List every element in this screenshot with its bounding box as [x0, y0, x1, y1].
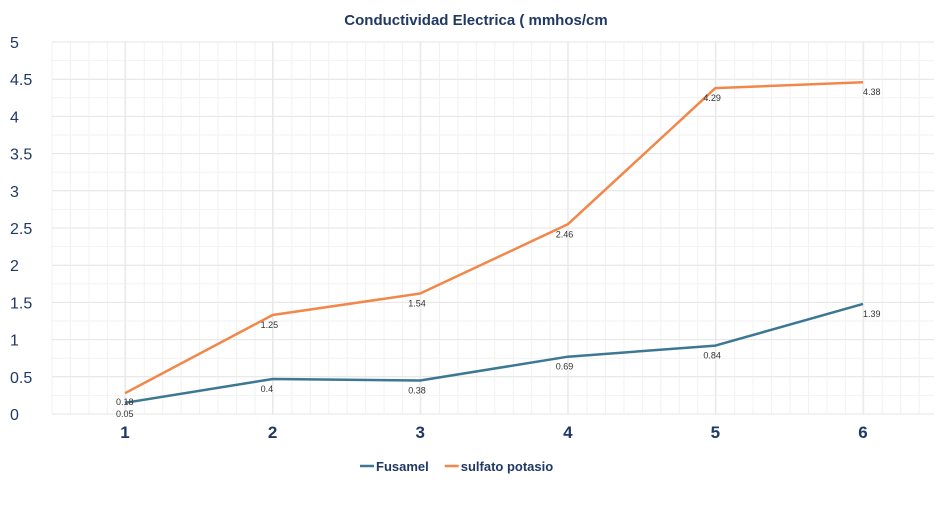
x-tick-label: 2: [268, 423, 277, 442]
y-tick-label: 2.5: [10, 221, 32, 238]
data-labels: 0.05 0.4 0.38 0.69 0.84 1.39 0.18 1.25 1.54 2.46 4…: [116, 87, 881, 419]
data-label: 4.38: [863, 87, 881, 97]
data-label: 2.46: [556, 229, 574, 239]
y-tick-label: 4: [10, 109, 19, 126]
data-label: 1.25: [261, 320, 279, 330]
x-tick-label: 4: [563, 423, 573, 442]
y-tick-label: 1: [10, 333, 19, 350]
series-line: [124, 80, 864, 395]
chart-title: Conductividad Electrica ( mmhos/cm: [344, 12, 607, 29]
x-tick-label: 5: [711, 423, 720, 442]
data-label: 1.39: [863, 309, 881, 319]
data-label: 4.29: [703, 93, 721, 103]
x-axis: 1 2 3 4 5 6: [120, 423, 867, 442]
y-tick-label: 0.5: [10, 370, 32, 387]
data-label: 0.84: [703, 351, 721, 361]
data-label: 1.54: [408, 298, 426, 308]
x-tick-label: 6: [858, 423, 867, 442]
series-line: [124, 302, 864, 405]
x-tick-label: 1: [120, 423, 129, 442]
y-tick-label: 5: [10, 35, 19, 52]
data-label: 0.05: [116, 409, 134, 419]
data-label: 0.4: [261, 384, 274, 394]
y-axis: 0 0.5 1 1.5 2 2.5 3 3.5 4 4.5 5: [10, 35, 32, 424]
data-label: 0.69: [556, 362, 574, 372]
y-tick-label: 3.5: [10, 147, 32, 164]
y-tick-label: 3: [10, 184, 19, 201]
data-label: 0.38: [408, 386, 426, 396]
x-tick-label: 3: [415, 423, 424, 442]
y-tick-label: 1.5: [10, 295, 32, 312]
y-tick-label: 2: [10, 258, 19, 275]
y-tick-label: 4.5: [10, 72, 32, 89]
series-lines: [124, 80, 864, 405]
legend[interactable]: Fusamel sulfato potasio: [360, 459, 553, 474]
grid: [51, 41, 934, 415]
legend-label: Fusamel: [376, 459, 429, 474]
data-label: 0.18: [116, 397, 134, 407]
y-tick-label: 0: [10, 407, 19, 424]
legend-label: sulfato potasio: [461, 459, 554, 474]
